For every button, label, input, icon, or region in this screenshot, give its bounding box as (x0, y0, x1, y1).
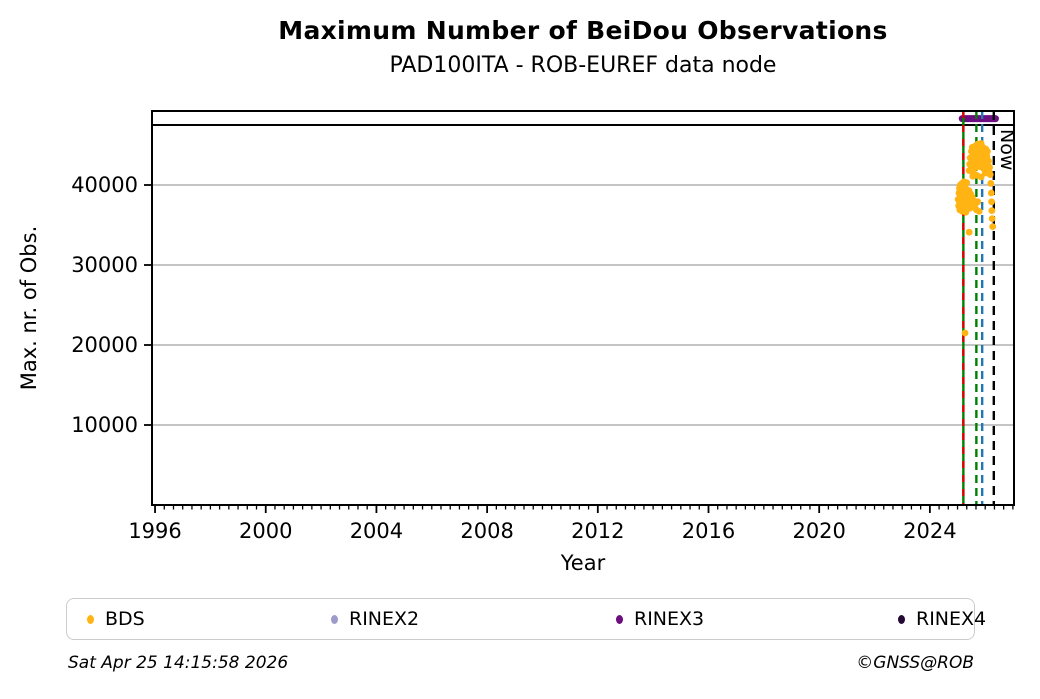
x-tick-label: 2020 (792, 519, 845, 543)
x-axis-label: Year (560, 551, 606, 575)
now-label: Now (996, 129, 1018, 170)
plot-border (151, 110, 1015, 506)
legend-label: RINEX2 (349, 607, 420, 630)
x-tick-label: 2000 (239, 519, 292, 543)
legend-item-rinex3: RINEX3 (616, 599, 704, 639)
legend-item-rinex4: RINEX4 (898, 599, 986, 639)
legend-item-bds: BDS (87, 599, 145, 639)
rinex4-marker-icon (898, 614, 905, 624)
legend-label: RINEX3 (634, 607, 705, 630)
BDS-point (974, 198, 982, 206)
BDS-point (985, 157, 992, 165)
legend-label: RINEX4 (916, 607, 987, 630)
BDS-point (988, 198, 995, 206)
BDS-point (965, 228, 973, 236)
BDS-point (984, 148, 991, 155)
legend-label: BDS (105, 607, 145, 630)
BDS-point (986, 164, 994, 171)
BDS-point (981, 169, 989, 177)
chart-title: Maximum Number of BeiDou Observations (278, 16, 888, 45)
plot-timestamp: Sat Apr 25 14:15:58 2026 (68, 653, 289, 673)
BDS-point (988, 207, 996, 215)
plot-area: 1996 2000 2004 2008 2012 2016 2020 2024 10000 200… (17, 110, 1018, 575)
BDS-point (989, 223, 997, 231)
BDS-point (963, 179, 971, 187)
y-tick-label: 20000 (71, 333, 138, 357)
BDS-point (975, 208, 983, 215)
x-tick-label: 2016 (682, 519, 735, 543)
legend: BDS RINEX2 RINEX3 RINEX4 (66, 598, 986, 640)
chart-subtitle: PAD100ITA - ROB-EUREF data node (389, 53, 777, 78)
y-axis-label: Max. nr. of Obs. (17, 226, 41, 391)
y-tick-label: 30000 (71, 253, 138, 277)
x-tick-label: 2024 (903, 519, 956, 543)
BDS-point (961, 329, 969, 337)
x-tick-label: 2004 (350, 519, 403, 543)
x-tick-label: 1996 (128, 519, 181, 543)
BDS-point (987, 180, 995, 187)
rinex2-marker-icon (331, 614, 338, 624)
chart-header: Maximum Number of BeiDou Observations PA… (152, 0, 1014, 78)
copyright: ©GNSS@ROB (856, 653, 974, 673)
BDS-point (988, 215, 996, 223)
x-tick-label: 2012 (571, 519, 624, 543)
y-tick-label: 40000 (71, 173, 138, 197)
legend-item-rinex2: RINEX2 (331, 599, 419, 639)
x-tick-label: 2008 (460, 519, 513, 543)
y-tick-label: 10000 (71, 413, 138, 437)
BDS-point (987, 189, 995, 197)
bds-marker-icon (87, 614, 94, 624)
rinex3-marker-icon (616, 614, 623, 624)
